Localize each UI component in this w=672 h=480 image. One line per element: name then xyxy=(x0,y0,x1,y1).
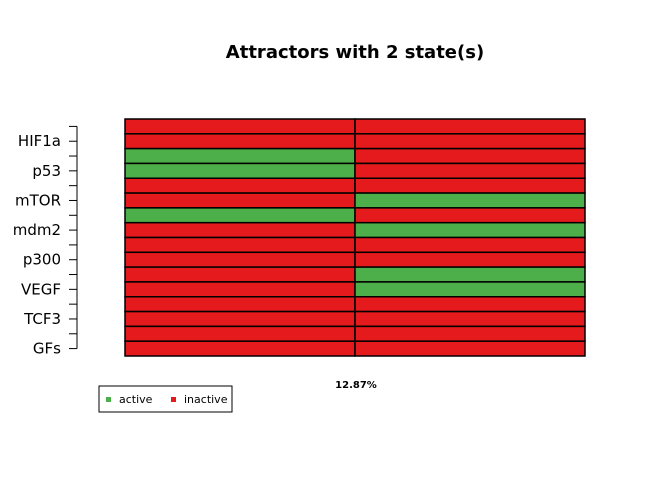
heatmap-cell xyxy=(124,162,356,179)
heatmap-cell xyxy=(124,118,356,135)
heatmap-cell xyxy=(124,147,356,165)
heatmap-cell xyxy=(354,266,586,283)
legend-swatch-inactive xyxy=(171,397,176,402)
legend-label-active: active xyxy=(119,393,153,406)
heatmap-cell xyxy=(124,340,356,357)
y-tick-label: p53 xyxy=(32,162,61,180)
y-tick-label: mTOR xyxy=(15,191,61,209)
heatmap-cell xyxy=(354,177,586,194)
heatmap-cell xyxy=(124,221,356,239)
heatmap-cell xyxy=(124,192,356,209)
heatmap-cell xyxy=(354,281,586,298)
heatmap-cell xyxy=(354,325,586,342)
heatmap-cell xyxy=(124,177,356,194)
heatmap-cell xyxy=(124,325,356,342)
legend-box xyxy=(98,385,233,413)
heatmap-cell xyxy=(354,340,586,357)
heatmap-cell xyxy=(354,147,586,165)
heatmap-cell xyxy=(354,192,586,209)
legend-swatch-active xyxy=(106,397,111,402)
heatmap-cell xyxy=(354,251,586,268)
heatmap-cells xyxy=(124,118,586,357)
y-axis: HIF1a p53 mTOR mdm2 p300 VEGF TCF3 GFs xyxy=(13,125,78,358)
heatmap-cell xyxy=(354,236,586,254)
heatmap-cell xyxy=(124,251,356,268)
heatmap-cell xyxy=(124,207,356,224)
heatmap-cell xyxy=(124,281,356,298)
legend-label-inactive: inactive xyxy=(184,393,228,406)
heatmap-cell xyxy=(124,310,356,328)
y-tick-label: TCF3 xyxy=(23,310,61,328)
heatmap-cell xyxy=(354,221,586,239)
heatmap-cell xyxy=(124,296,356,313)
heatmap-cell xyxy=(354,133,586,150)
chart-title: Attractors with 2 state(s) xyxy=(226,42,484,63)
heatmap-cell xyxy=(354,162,586,179)
heatmap-cell xyxy=(124,266,356,283)
y-tick-label: p300 xyxy=(23,251,61,269)
heatmap-cell xyxy=(354,296,586,313)
y-tick-label: GFs xyxy=(33,340,61,358)
y-tick-label: VEGF xyxy=(21,280,61,298)
heatmap-cell xyxy=(124,133,356,150)
heatmap-cell xyxy=(354,207,586,224)
heatmap-cell xyxy=(354,118,586,135)
legend: active inactive xyxy=(98,385,233,413)
y-tick-label: mdm2 xyxy=(13,221,61,239)
heatmap-cell xyxy=(354,310,586,328)
y-tick-label: HIF1a xyxy=(18,132,61,150)
heatmap-cell xyxy=(124,236,356,254)
attractor-label: 12.87% xyxy=(335,380,377,391)
